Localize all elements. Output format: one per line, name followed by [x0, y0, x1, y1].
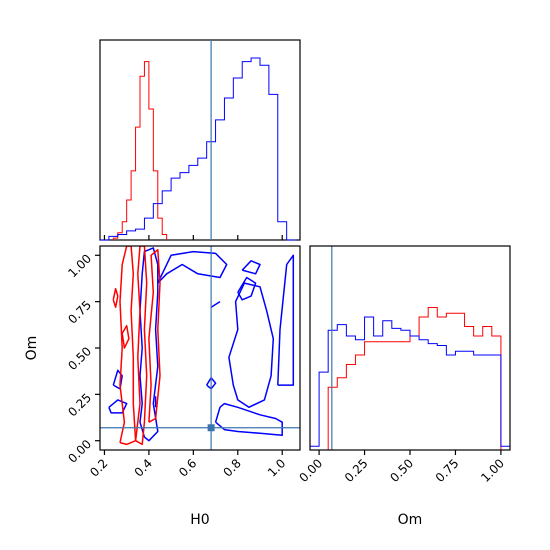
- blue-contour-11: [277, 254, 295, 386]
- om-histogram-panel: 0.00 0.25 0.50 0.75 1.00: [296, 245, 511, 485]
- blue-contour-6: [214, 402, 283, 436]
- red-contour-3: [112, 287, 119, 308]
- red-contour-1: [134, 246, 148, 446]
- blue-contour-10: [206, 376, 217, 390]
- blue-contour-2: [112, 369, 123, 390]
- x-axis-label-om: Om: [398, 512, 423, 528]
- y-axis-label-om: Om: [24, 336, 40, 361]
- blue-contour-0: [139, 247, 159, 442]
- blue-contour-9: [210, 300, 221, 308]
- h0-histogram-ticks: [103, 235, 283, 240]
- om-blue-histogram: [309, 316, 511, 450]
- h0-histogram-frame: [99, 39, 301, 241]
- blue-contour-5: [228, 282, 275, 409]
- red-contour-2: [148, 248, 161, 423]
- h0-blue-histogram: [100, 57, 296, 241]
- blue-contour-3: [108, 399, 128, 414]
- x-axis-label-h0: H0: [190, 512, 209, 528]
- blue-contour-1: [157, 250, 228, 284]
- h0-histogram-panel: [99, 39, 301, 241]
- blue-contour-7: [237, 276, 257, 301]
- truth-marker: [207, 424, 215, 432]
- red-contour-4: [121, 324, 130, 349]
- om-red-histogram: [310, 307, 510, 451]
- h0-red-histogram: [112, 61, 168, 240]
- blue-contour-8: [241, 260, 261, 275]
